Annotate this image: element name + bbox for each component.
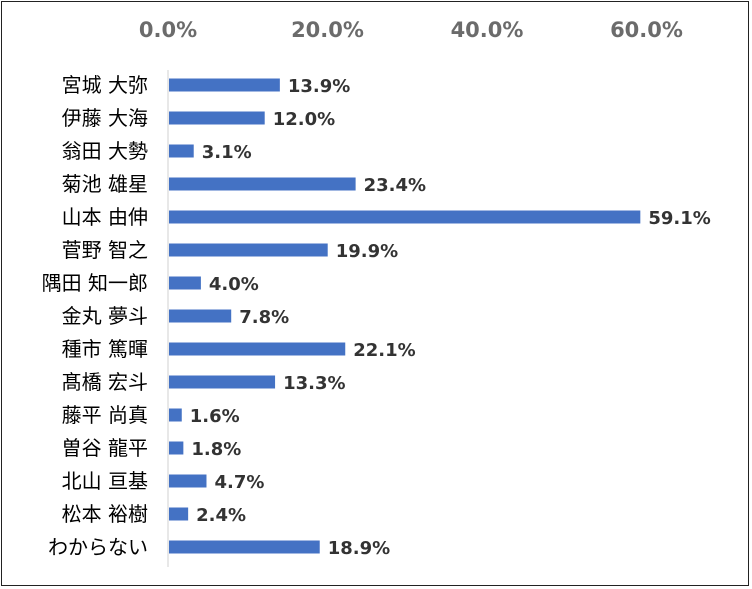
bar xyxy=(169,276,201,290)
category-label: 山本 由伸 xyxy=(62,205,148,229)
data-label: 13.3% xyxy=(283,373,345,394)
bar xyxy=(169,177,356,191)
bar xyxy=(169,144,194,158)
data-label: 7.8% xyxy=(239,307,289,328)
data-label: 2.4% xyxy=(196,505,246,526)
category-label: 菅野 智之 xyxy=(62,238,148,262)
category-label: 髙橋 宏斗 xyxy=(62,370,148,394)
category-label: 伊藤 大海 xyxy=(62,106,148,130)
category-label: 翁田 大勢 xyxy=(62,139,148,163)
x-axis-ticks: 0.0%20.0%40.0%60.0%80.0% xyxy=(139,18,683,42)
bar xyxy=(169,540,320,554)
bar xyxy=(169,474,207,488)
category-label: 藤平 尚真 xyxy=(62,403,148,427)
data-label: 12.0% xyxy=(273,109,335,130)
x-tick-label: 20.0% xyxy=(291,18,364,42)
x-tick-label: 0.0% xyxy=(139,18,197,42)
category-label: 隅田 知一郎 xyxy=(42,271,148,295)
data-label: 23.4% xyxy=(364,175,426,196)
data-label: 1.8% xyxy=(191,439,241,460)
data-label: 13.9% xyxy=(288,76,350,97)
bar xyxy=(169,309,232,323)
category-label: 北山 亘基 xyxy=(62,469,148,493)
bar xyxy=(169,342,346,356)
category-label: 菊池 雄星 xyxy=(62,172,148,196)
data-label: 59.1% xyxy=(648,208,710,229)
bar xyxy=(169,408,182,422)
bar xyxy=(169,111,265,125)
bar xyxy=(169,78,280,92)
x-tick-label: 40.0% xyxy=(451,18,524,42)
category-label: わからない xyxy=(48,535,148,559)
category-label: 種市 篤暉 xyxy=(62,337,148,361)
data-label: 3.1% xyxy=(202,142,252,163)
bar xyxy=(169,375,276,389)
category-label: 宮城 大弥 xyxy=(62,73,148,97)
category-label: 曽谷 龍平 xyxy=(62,436,148,460)
bar xyxy=(169,441,184,455)
category-label: 松本 裕樹 xyxy=(62,502,148,526)
bar xyxy=(169,210,641,224)
data-label: 4.0% xyxy=(209,274,259,295)
data-label: 18.9% xyxy=(328,538,390,559)
x-tick-label: 60.0% xyxy=(610,18,683,42)
category-label: 金丸 夢斗 xyxy=(62,304,148,328)
data-label: 4.7% xyxy=(214,472,264,493)
data-label: 1.6% xyxy=(190,406,240,427)
data-labels: 13.9% 12.0% 3.1% 23.4% 59.1% 19.9% 4.0% 7.8% 22.… xyxy=(190,76,711,559)
bar xyxy=(169,507,189,521)
data-label: 19.9% xyxy=(336,241,398,262)
bars xyxy=(169,78,641,554)
data-label: 22.1% xyxy=(353,340,415,361)
bar xyxy=(169,243,328,257)
